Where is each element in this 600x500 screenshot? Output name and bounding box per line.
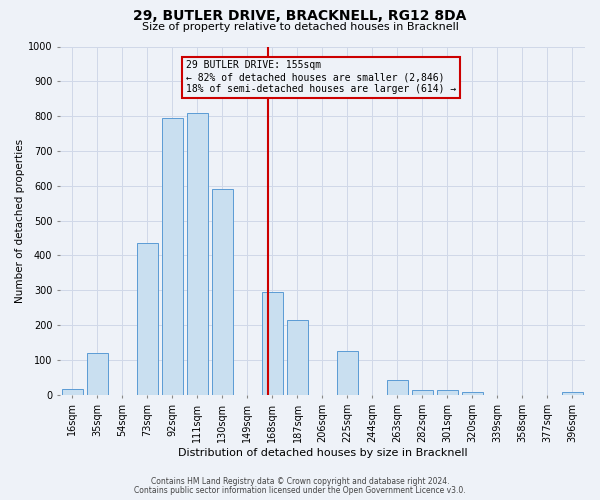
Bar [412,390,433,395]
Bar [262,292,283,395]
Text: 29, BUTLER DRIVE, BRACKNELL, RG12 8DA: 29, BUTLER DRIVE, BRACKNELL, RG12 8DA [133,9,467,23]
Bar [437,390,458,395]
X-axis label: Distribution of detached houses by size in Bracknell: Distribution of detached houses by size … [178,448,467,458]
Bar [162,118,183,395]
Bar [87,353,108,395]
Bar [62,388,83,395]
Bar [187,114,208,395]
Bar [212,190,233,395]
Text: 29 BUTLER DRIVE: 155sqm
← 82% of detached houses are smaller (2,846)
18% of semi: 29 BUTLER DRIVE: 155sqm ← 82% of detache… [186,60,456,94]
Y-axis label: Number of detached properties: Number of detached properties [15,138,25,302]
Bar [387,380,408,395]
Bar [287,320,308,395]
Bar [137,244,158,395]
Bar [462,392,483,395]
Text: Contains HM Land Registry data © Crown copyright and database right 2024.: Contains HM Land Registry data © Crown c… [151,477,449,486]
Text: Size of property relative to detached houses in Bracknell: Size of property relative to detached ho… [142,22,458,32]
Text: Contains public sector information licensed under the Open Government Licence v3: Contains public sector information licen… [134,486,466,495]
Bar [337,352,358,395]
Bar [562,392,583,395]
